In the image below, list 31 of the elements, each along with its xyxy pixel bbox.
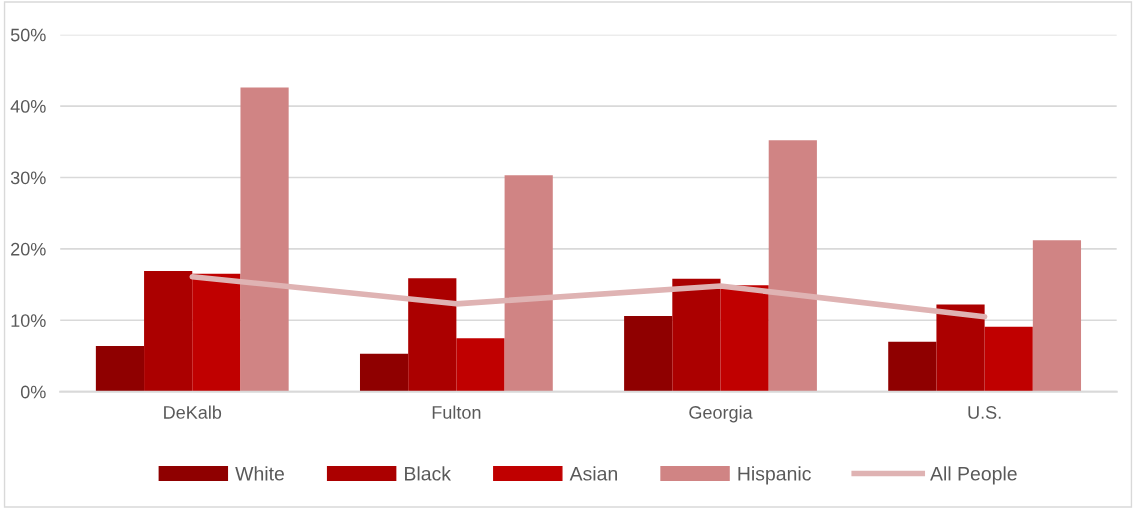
y-tick-label: 50% bbox=[10, 28, 46, 42]
x-tick-label: U.S. bbox=[968, 406, 1001, 419]
x-tick-label: Georgia bbox=[689, 405, 753, 423]
bar bbox=[624, 316, 673, 392]
bar bbox=[240, 87, 289, 392]
bar bbox=[359, 353, 409, 392]
x-tick-label: DeKalb bbox=[164, 405, 222, 419]
x-tick-label: Fulton bbox=[432, 405, 481, 419]
legend-label: All People bbox=[930, 466, 1017, 485]
y-tick-label: 20% bbox=[11, 242, 46, 256]
bar bbox=[720, 285, 769, 392]
legend-label: Asian bbox=[569, 466, 617, 481]
bar bbox=[768, 140, 817, 392]
y-tick-label: 0% bbox=[20, 385, 46, 399]
bar bbox=[984, 326, 1033, 392]
bar bbox=[456, 338, 505, 392]
legend-label: White bbox=[235, 466, 284, 481]
bar bbox=[1032, 240, 1082, 392]
y-tick-label: 10% bbox=[11, 314, 46, 327]
bar bbox=[408, 278, 457, 392]
bar bbox=[936, 304, 985, 392]
bar bbox=[888, 341, 937, 392]
bar bbox=[144, 271, 193, 392]
bar bbox=[192, 273, 241, 392]
bar bbox=[672, 278, 721, 392]
legend-label: Hispanic bbox=[738, 466, 811, 485]
y-tick-label: 30% bbox=[10, 171, 46, 185]
bar bbox=[95, 345, 145, 392]
y-tick-label: 40% bbox=[10, 100, 46, 113]
bar bbox=[504, 175, 553, 392]
legend-label: Black bbox=[405, 466, 452, 481]
